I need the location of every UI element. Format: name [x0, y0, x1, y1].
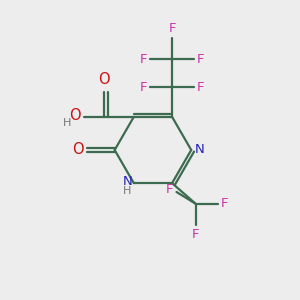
Text: F: F	[140, 81, 147, 94]
Text: F: F	[197, 81, 205, 94]
Text: F: F	[192, 228, 200, 241]
Text: H: H	[123, 186, 131, 197]
Text: O: O	[72, 142, 84, 158]
Text: F: F	[197, 53, 205, 66]
Text: O: O	[69, 108, 81, 123]
Text: F: F	[168, 22, 176, 35]
Text: H: H	[63, 118, 72, 128]
Text: F: F	[166, 182, 174, 196]
Text: N: N	[195, 143, 205, 157]
Text: N: N	[123, 175, 132, 188]
Text: F: F	[140, 53, 147, 66]
Text: F: F	[221, 197, 228, 210]
Text: O: O	[98, 71, 110, 86]
